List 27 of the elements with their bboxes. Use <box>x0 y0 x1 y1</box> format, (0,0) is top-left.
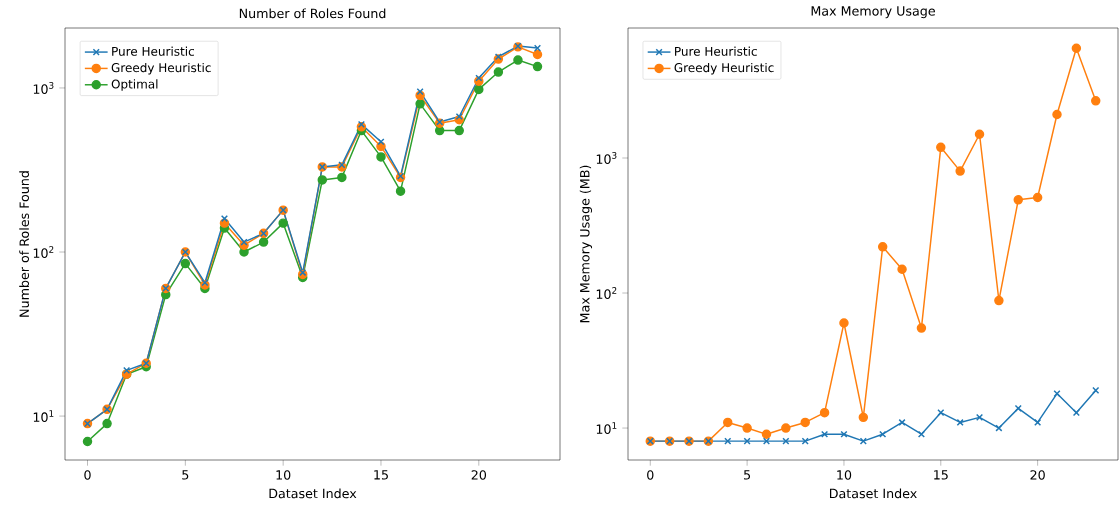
x-tick-label: 10 <box>276 470 291 480</box>
x-tick-label: 0 <box>647 470 654 480</box>
y-tick-label: 10$^{3}$ <box>596 152 617 164</box>
x-tick-label: 15 <box>374 470 388 480</box>
x-tick-label: 20 <box>1030 470 1045 480</box>
chart-title: Max Memory Usage <box>811 6 935 19</box>
x-tick-label: 10 <box>837 470 852 480</box>
legend-label: Optimal <box>111 79 158 91</box>
x-tick-label: 0 <box>84 470 91 480</box>
y-tick-label: 10$^{2}$ <box>33 246 54 258</box>
chart-title: Number of Roles Found <box>239 8 386 19</box>
y-tick-label: 10$^{2}$ <box>596 287 617 299</box>
x-axis-title: Dataset Index <box>829 488 917 499</box>
x-tick-label: 5 <box>744 470 751 480</box>
x-tick-label: 20 <box>471 470 487 480</box>
x-axis-title: Dataset Index <box>269 488 357 499</box>
y-axis-title: Number of Roles Found <box>19 171 30 317</box>
legend-label: Greedy Heuristic <box>674 62 774 75</box>
x-tick-label: 5 <box>182 470 189 480</box>
x-tick-label: 15 <box>934 470 948 480</box>
legend-label: Pure Heuristic <box>112 46 194 56</box>
y-tick-label: 10$^{1}$ <box>596 422 617 434</box>
legend-label: Pure Heuristic <box>675 46 757 56</box>
legend-label: Greedy Heuristic <box>111 62 211 75</box>
y-axis-title: Max Memory Usage (MB) <box>579 165 593 323</box>
y-tick-label: 10$^{1}$ <box>33 410 54 422</box>
y-tick-label: 10$^{3}$ <box>33 82 54 94</box>
